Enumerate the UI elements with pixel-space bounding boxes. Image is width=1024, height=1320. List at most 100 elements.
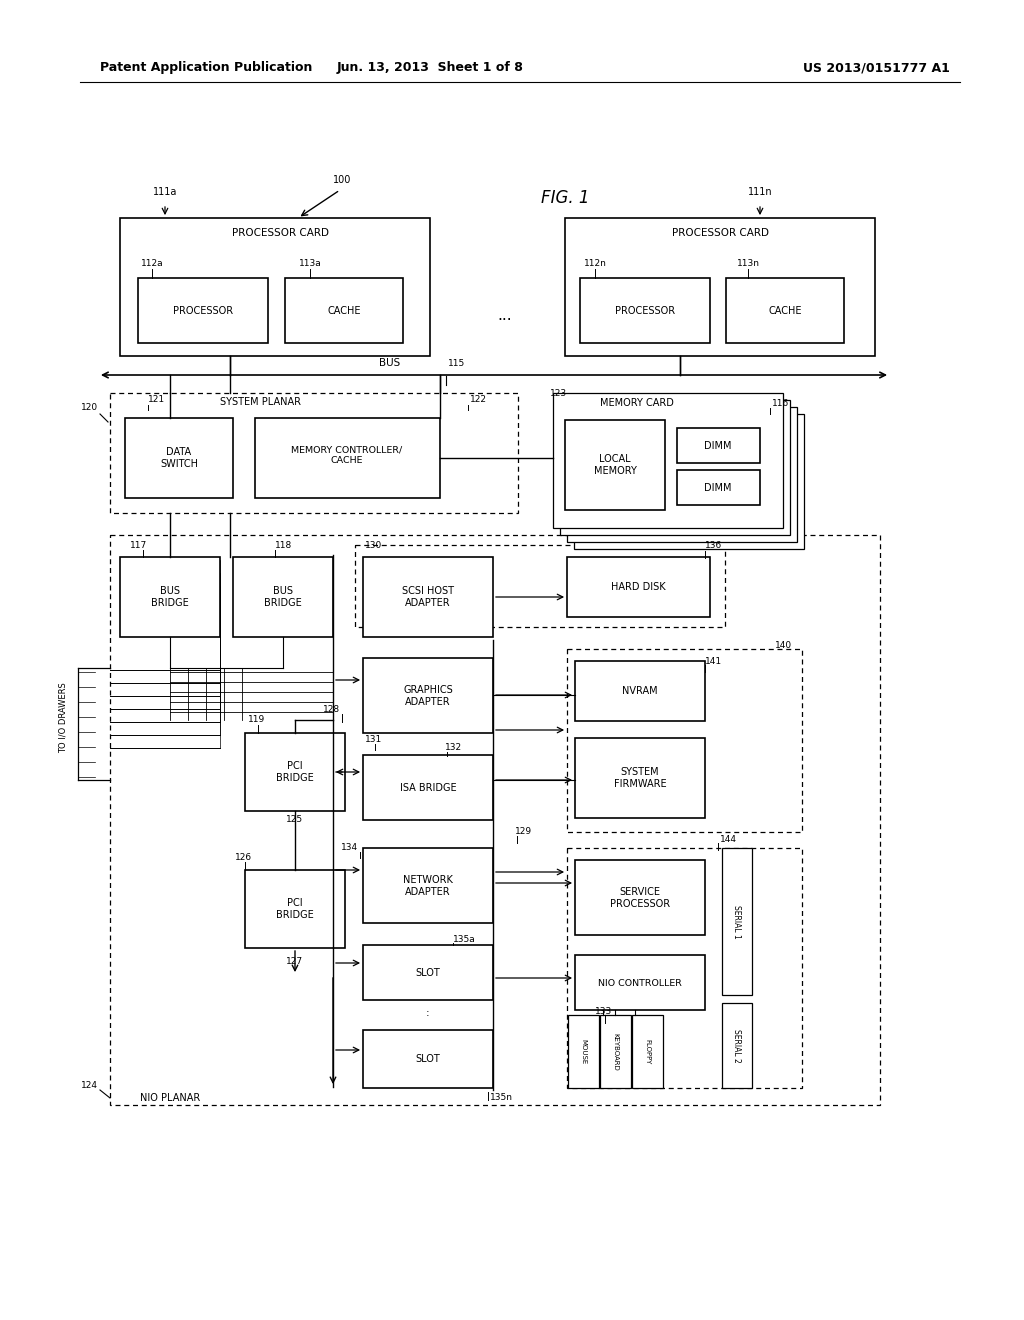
Bar [362, 557, 493, 638]
Text: 112a: 112a [140, 259, 163, 268]
Bar [362, 945, 493, 1001]
Bar [632, 1015, 663, 1088]
Bar [565, 218, 874, 356]
Bar [125, 418, 233, 498]
Text: 131: 131 [365, 735, 382, 744]
Bar [255, 418, 440, 498]
Bar [565, 420, 665, 510]
Text: NIO PLANAR: NIO PLANAR [140, 1093, 201, 1104]
Text: 116: 116 [772, 399, 790, 408]
Text: ...: ... [498, 308, 512, 322]
Text: 129: 129 [515, 828, 532, 837]
Bar [362, 1030, 493, 1088]
Bar [362, 755, 493, 820]
Text: :: : [426, 1008, 430, 1018]
Bar [362, 847, 493, 923]
Bar [138, 279, 268, 343]
Text: 136: 136 [705, 540, 722, 549]
Bar [575, 738, 705, 818]
Text: SCSI HOST
ADAPTER: SCSI HOST ADAPTER [402, 586, 454, 607]
Bar [355, 545, 725, 627]
Text: HARD DISK: HARD DISK [610, 582, 666, 591]
Bar [553, 393, 783, 528]
Text: 111n: 111n [748, 187, 772, 197]
Text: PROCESSOR: PROCESSOR [173, 306, 233, 315]
Bar [285, 279, 403, 343]
Bar [245, 870, 345, 948]
Bar [722, 1003, 752, 1088]
Bar [726, 279, 844, 343]
Text: 124: 124 [81, 1081, 98, 1089]
Text: TO I/O DRAWERS: TO I/O DRAWERS [58, 682, 68, 754]
Text: 128: 128 [323, 705, 340, 714]
Bar [362, 657, 493, 733]
Bar [245, 733, 345, 810]
Text: Jun. 13, 2013  Sheet 1 of 8: Jun. 13, 2013 Sheet 1 of 8 [337, 62, 523, 74]
Bar [567, 847, 802, 1088]
Text: NIO CONTROLLER: NIO CONTROLLER [598, 978, 682, 987]
Text: 122: 122 [470, 396, 487, 404]
Text: SERIAL 2: SERIAL 2 [732, 1030, 741, 1063]
Text: 135a: 135a [453, 936, 476, 945]
Text: BUS: BUS [379, 358, 400, 368]
Text: 130: 130 [365, 540, 382, 549]
Bar [233, 557, 333, 638]
Text: MOUSE: MOUSE [580, 1039, 586, 1065]
Bar [575, 861, 705, 935]
Text: 120: 120 [81, 404, 98, 412]
Text: SLOT: SLOT [416, 1053, 440, 1064]
Bar [722, 847, 752, 995]
Text: 112n: 112n [584, 259, 606, 268]
Text: 140: 140 [775, 640, 793, 649]
Bar [110, 535, 880, 1105]
Text: 123: 123 [550, 388, 567, 397]
Text: 113n: 113n [736, 259, 760, 268]
Text: PROCESSOR CARD: PROCESSOR CARD [231, 228, 329, 238]
Text: SYSTEM
FIRMWARE: SYSTEM FIRMWARE [613, 767, 667, 789]
Text: BUS
BRIDGE: BUS BRIDGE [264, 586, 302, 607]
Text: PROCESSOR CARD: PROCESSOR CARD [672, 228, 768, 238]
Text: SERIAL 1: SERIAL 1 [732, 906, 741, 939]
Bar [568, 1015, 599, 1088]
Text: SYSTEM PLANAR: SYSTEM PLANAR [219, 397, 300, 407]
Text: 111a: 111a [153, 187, 177, 197]
Bar [575, 954, 705, 1010]
Text: 126: 126 [234, 854, 252, 862]
Text: 100: 100 [333, 176, 351, 185]
Text: CACHE: CACHE [328, 306, 360, 315]
Bar [677, 428, 760, 463]
Bar [677, 470, 760, 506]
Bar [120, 557, 220, 638]
Text: 118: 118 [275, 540, 292, 549]
Text: MEMORY CONTROLLER/
CACHE: MEMORY CONTROLLER/ CACHE [292, 445, 402, 465]
Bar [574, 414, 804, 549]
Text: SERVICE
PROCESSOR: SERVICE PROCESSOR [610, 887, 670, 908]
Text: ISA BRIDGE: ISA BRIDGE [399, 783, 457, 793]
Text: PROCESSOR: PROCESSOR [615, 306, 675, 315]
Text: GRAPHICS
ADAPTER: GRAPHICS ADAPTER [403, 685, 453, 706]
Text: NETWORK
ADAPTER: NETWORK ADAPTER [403, 875, 453, 896]
Text: 113a: 113a [299, 259, 322, 268]
Text: DIMM: DIMM [705, 441, 732, 451]
Text: PCI
BRIDGE: PCI BRIDGE [276, 762, 314, 783]
Bar [110, 393, 518, 513]
Text: 125: 125 [287, 816, 303, 825]
Bar [567, 557, 710, 616]
Bar [560, 400, 790, 535]
Text: 134: 134 [341, 843, 358, 853]
Text: US 2013/0151777 A1: US 2013/0151777 A1 [803, 62, 950, 74]
Text: 119: 119 [248, 715, 265, 725]
Bar [575, 661, 705, 721]
Text: 144: 144 [720, 836, 737, 845]
Text: BUS
BRIDGE: BUS BRIDGE [152, 586, 188, 607]
Text: 117: 117 [130, 540, 147, 549]
Text: 141: 141 [705, 656, 722, 665]
Text: FIG. 1: FIG. 1 [541, 189, 589, 207]
Bar [580, 279, 710, 343]
Bar [600, 1015, 631, 1088]
Text: Patent Application Publication: Patent Application Publication [100, 62, 312, 74]
Text: CACHE: CACHE [768, 306, 802, 315]
Text: 132: 132 [445, 743, 462, 752]
Bar [567, 649, 802, 832]
Text: NVRAM: NVRAM [623, 686, 657, 696]
